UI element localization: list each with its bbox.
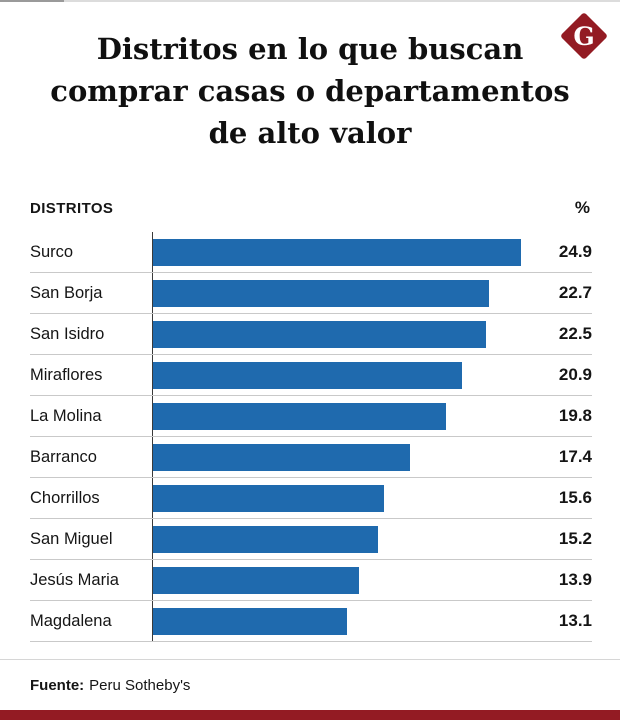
bar: [153, 607, 347, 635]
bar: [153, 443, 411, 471]
bar: [153, 320, 486, 348]
chart-header: DISTRITOS %: [30, 198, 590, 218]
table-row: Magdalena 13.1: [30, 601, 592, 643]
table-row: San Miguel 15.2: [30, 519, 592, 561]
district-label: San Miguel: [30, 529, 113, 548]
value-label: 24.9: [558, 242, 592, 262]
bar-chart: Surco 24.9 San Borja 22.7 San Isidro 22.5 Mira…: [30, 232, 592, 643]
district-label: Jesús Maria: [30, 570, 119, 589]
value-label: 22.7: [558, 283, 592, 303]
percent-column-header: %: [574, 198, 590, 218]
bar-cell: [152, 478, 530, 519]
bar-cell: [152, 355, 530, 396]
bar: [153, 484, 384, 512]
bar: [153, 279, 489, 307]
value-label: 19.8: [558, 406, 592, 426]
page-title: Distritos en lo que buscan comprar casas…: [0, 28, 620, 154]
district-label: Miraflores: [30, 365, 103, 384]
bar: [153, 238, 522, 266]
value-label: 22.5: [558, 324, 592, 344]
table-row: La Molina 19.8: [30, 396, 592, 438]
value-label: 13.9: [558, 570, 592, 590]
value-label: 13.1: [558, 611, 592, 631]
bar: [153, 402, 446, 430]
district-label: La Molina: [30, 406, 102, 425]
district-label: San Isidro: [30, 324, 105, 343]
title-line-3: de alto valor: [208, 116, 412, 151]
table-row: Chorrillos 15.6: [30, 478, 592, 520]
bar-cell: [152, 519, 530, 560]
table-row: Barranco 17.4: [30, 437, 592, 479]
bar: [153, 566, 359, 594]
source-label: Fuente:: [30, 677, 85, 695]
top-divider-accent: [0, 0, 64, 2]
district-label: San Borja: [30, 283, 103, 302]
top-divider: [0, 0, 620, 2]
title-line-1: Distritos en lo que buscan: [96, 32, 524, 66]
bar: [153, 361, 462, 389]
table-row: San Isidro 22.5: [30, 314, 592, 356]
title-line-2: comprar casas o departamentos: [50, 74, 570, 109]
bar-cell: [152, 314, 530, 355]
bar-cell: [152, 437, 530, 478]
table-row: Surco 24.9: [30, 232, 592, 274]
table-row: Miraflores 20.9: [30, 355, 592, 397]
source-value: Peru Sotheby's: [89, 677, 191, 695]
value-label: 15.2: [558, 529, 592, 549]
district-label: Chorrillos: [30, 488, 100, 507]
logo-letter: G: [573, 21, 595, 51]
bar-cell: [152, 273, 530, 314]
brand-bar: [0, 710, 620, 720]
value-label: 20.9: [558, 365, 592, 385]
district-label: Magdalena: [30, 611, 112, 630]
districts-column-header: DISTRITOS: [30, 200, 114, 218]
value-label: 15.6: [558, 488, 592, 508]
table-row: San Borja 22.7: [30, 273, 592, 315]
bar: [153, 525, 378, 553]
bar-cell: [152, 601, 530, 642]
district-label: Surco: [30, 242, 74, 261]
district-label: Barranco: [30, 447, 97, 466]
value-label: 17.4: [558, 447, 592, 467]
bar-cell: [152, 232, 530, 273]
gestion-logo: G: [559, 11, 609, 61]
footer-divider: [0, 659, 620, 661]
table-row: Jesús Maria 13.9: [30, 560, 592, 602]
source-line: Fuente: Peru Sotheby's: [30, 677, 590, 694]
bar-cell: [152, 560, 530, 601]
bar-cell: [152, 396, 530, 437]
